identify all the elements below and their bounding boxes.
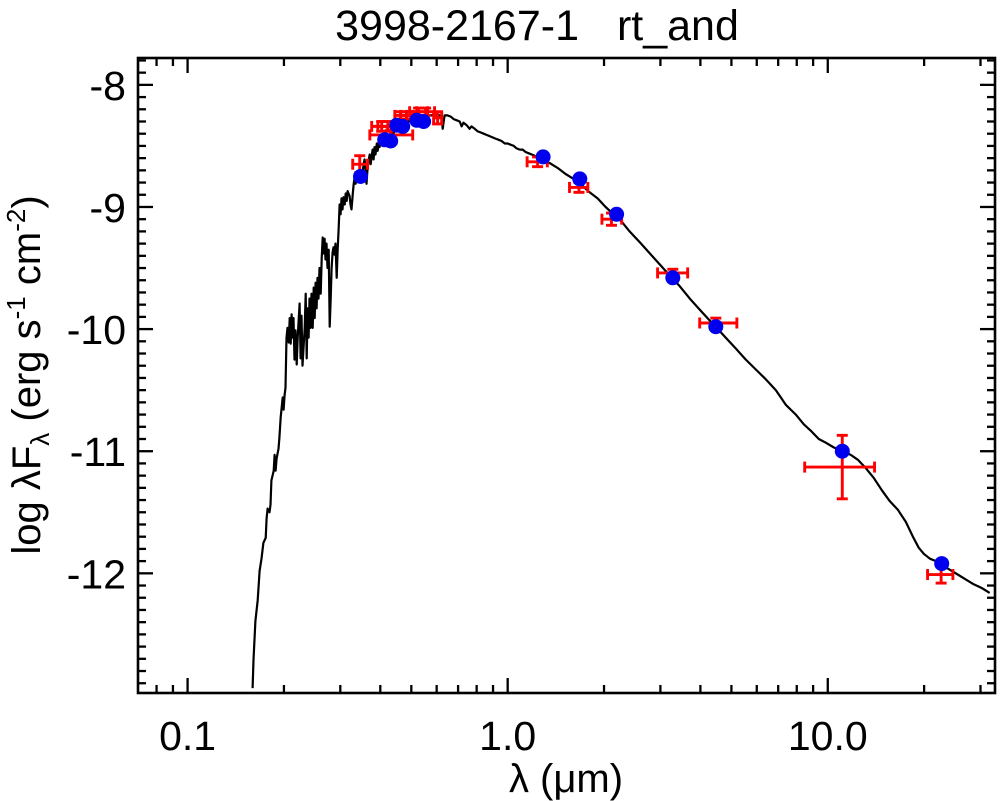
y-axis-label: log λFλ (erg s-1 cm-2) [1, 195, 55, 554]
model-photometry-point [665, 270, 681, 286]
y-axis-label-unit-close: ) [5, 195, 49, 208]
plot-title-object-id: 3998-2167-1 [335, 2, 579, 50]
plot-title: 3998-2167-1 rt_and [335, 2, 739, 50]
y-axis-label-sup2: -2 [1, 209, 31, 232]
y-axis-label-prefix: log [5, 490, 49, 555]
plot-frame [136, 56, 997, 695]
axis-ticks [138, 58, 995, 693]
model-photometry-point [395, 118, 411, 134]
model-photometry-point [416, 114, 432, 129]
model-photometry-point [834, 443, 850, 459]
y-axis-label-subscript: λ [25, 433, 55, 446]
model-photometry-point [708, 319, 724, 335]
plot-title-object-name: rt_and [617, 2, 739, 50]
y-axis-label-sup1: -1 [1, 296, 31, 319]
model-photometry-point [535, 149, 551, 165]
y-tick-label: -8 [90, 63, 126, 109]
y-tick-label: -10 [67, 307, 126, 353]
model-photometry-point [572, 171, 588, 187]
model-photometry-point [609, 206, 625, 222]
x-tick-label: 0.1 [159, 713, 216, 759]
y-tick-label: -12 [67, 551, 126, 597]
model-photometry-points [353, 112, 950, 572]
axis-tick-labels: 0.1 1.0 10.0 -8 -9 -10 -11 -12 [67, 63, 868, 759]
x-tick-label: 10.0 [788, 713, 868, 759]
observed-point [432, 110, 444, 126]
y-tick-label: -11 [70, 429, 126, 475]
y-axis-label-unit-mid: cm [5, 232, 49, 296]
x-axis-label: λ (μm) [509, 757, 623, 801]
model-photometry-point [383, 133, 399, 149]
x-tick-label: 1.0 [479, 713, 536, 759]
model-photometry-point [353, 169, 368, 184]
model-photometry-point [934, 556, 950, 572]
y-tick-label: -9 [90, 185, 126, 231]
y-axis-label-lambdaf: λF [5, 446, 49, 490]
y-axis-label-unit-open: (erg s [5, 319, 49, 432]
